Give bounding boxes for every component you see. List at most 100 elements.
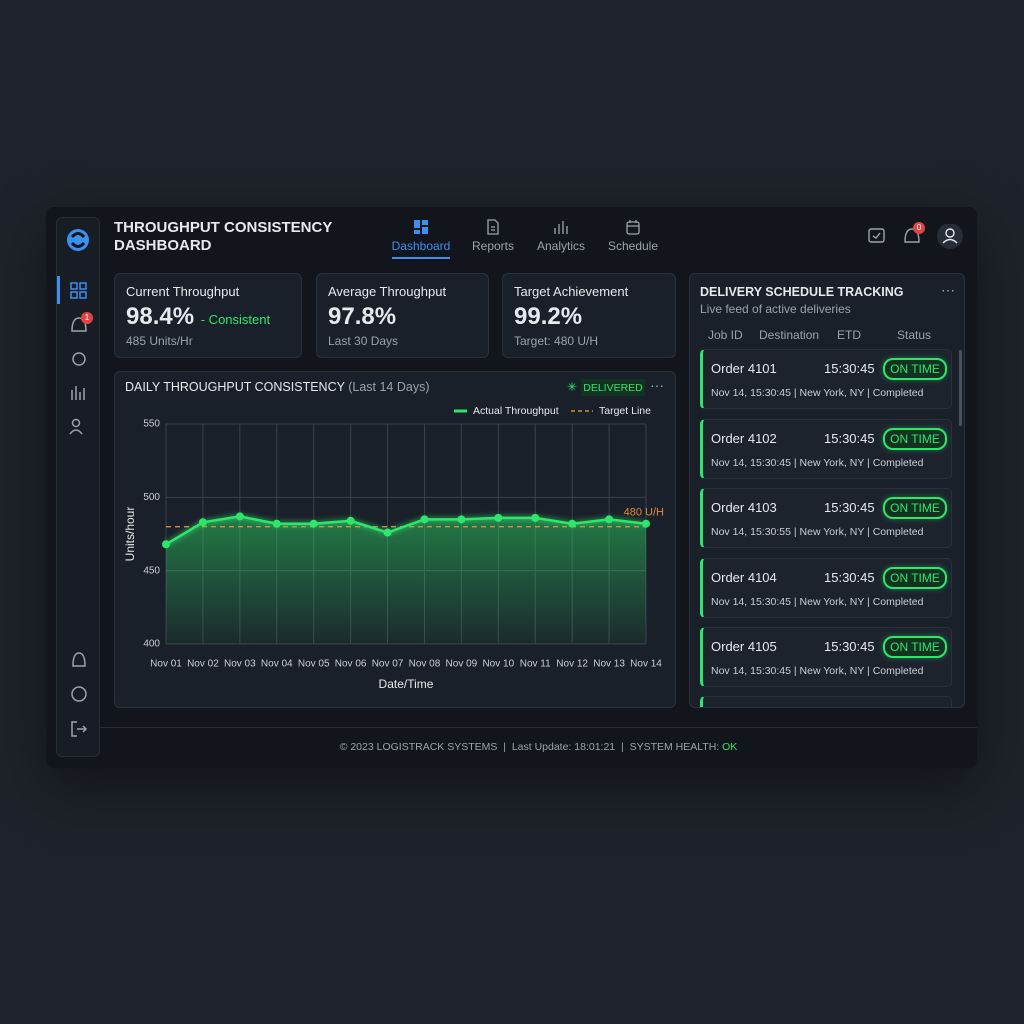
footer-health-label: SYSTEM HEALTH: <box>629 741 720 753</box>
x-tick-label: Nov 08 <box>409 659 441 670</box>
footer-health-value: OK <box>722 741 738 753</box>
y-tick-label: 450 <box>143 565 160 576</box>
notifications-icon[interactable] <box>72 652 86 667</box>
more-menu[interactable]: ⋯ <box>941 282 955 298</box>
nav-label: Schedule <box>607 239 659 253</box>
settings-icon[interactable] <box>72 352 86 366</box>
point <box>531 513 540 522</box>
users-icon[interactable] <box>71 418 81 428</box>
kpi-note: - Consistent <box>200 312 271 327</box>
x-tick-label: Nov 06 <box>335 659 367 670</box>
header-icons <box>868 224 963 249</box>
delivery-title: DELIVERY SCHEDULE TRACKING <box>700 285 904 299</box>
point <box>162 540 170 549</box>
sidebar-icons <box>57 229 89 737</box>
footer-copyright: © 2023 LOGISTRACK SYSTEMS <box>339 741 498 753</box>
line <box>165 515 647 546</box>
messages-icon[interactable] <box>868 228 885 243</box>
kpi-label: Target Achievement <box>514 284 629 299</box>
chart: DAILY THROUGHPUT CONSISTENCY (Last 14 Da… <box>123 378 664 691</box>
x-tick-label: Nov 10 <box>482 659 514 670</box>
x-tick-label: Nov 11 <box>520 659 551 670</box>
nav-underline <box>392 257 450 259</box>
y-tick-label: 550 <box>143 419 160 430</box>
x-tick-label: Nov 12 <box>556 659 588 670</box>
sidebar: 1 <box>56 217 100 757</box>
kpi-sub: 485 Units/Hr <box>126 334 193 348</box>
point <box>235 512 244 521</box>
kpi-sub: Last 30 Days <box>328 334 399 348</box>
nav-label: Dashboard <box>391 239 451 253</box>
y-tick-label: 400 <box>143 639 160 650</box>
nav-tab[interactable]: Schedule <box>598 219 668 253</box>
kpi-card: Current Throughput 98.4% - Consistent 48… <box>114 273 302 358</box>
nav-tab[interactable]: Reports <box>458 219 528 253</box>
nav-label: Reports <box>471 239 515 253</box>
dashboard-title: THROUGHPUT CONSISTENCY DASHBOARD <box>114 219 333 254</box>
kpi-sub: Target: 480 U/H <box>514 334 599 348</box>
kpi-label: Current Throughput <box>126 284 240 299</box>
notification-badge: 0 <box>913 222 925 234</box>
help-icon[interactable] <box>71 686 87 702</box>
bell-icon[interactable] <box>904 228 920 243</box>
column-header: ETD <box>837 328 861 342</box>
point <box>272 519 281 528</box>
x-tick-label: Nov 02 <box>187 659 219 670</box>
scrollbar[interactable] <box>959 350 962 426</box>
kpi-card: Target Achievement 99.2% Target: 480 U/H <box>502 273 676 358</box>
stats-icon[interactable] <box>71 386 85 400</box>
more-menu[interactable]: ⋯ <box>650 378 664 394</box>
chart-subtitle: (Last 14 Days) <box>348 380 429 394</box>
kpi-card: Average Throughput 97.8% Last 30 Days <box>316 273 489 358</box>
legend-label: Target Line <box>599 405 651 417</box>
footer-update: Last Update: 18:01:21 <box>511 741 616 753</box>
x-tick-label: Nov 14 <box>630 659 662 670</box>
delivery-panel: DELIVERY SCHEDULE TRACKING Live feed of … <box>689 273 965 708</box>
delivery-subtitle: Live feed of active deliveries <box>700 302 851 316</box>
delivered-icon: ✳ <box>567 380 577 394</box>
delivered-badge: DELIVERED <box>583 382 643 394</box>
point <box>605 515 614 524</box>
y-tick-label: 500 <box>143 492 160 503</box>
y-axis-label: Units/hour <box>123 507 137 562</box>
x-tick-label: Nov 09 <box>446 659 478 670</box>
point <box>494 513 503 522</box>
x-tick-label: Nov 04 <box>261 659 293 670</box>
legend-label: Actual Throughput <box>473 405 559 417</box>
point <box>383 528 392 537</box>
kpi-value-text: 98.4% <box>126 303 195 330</box>
dashboard-icon[interactable] <box>70 282 78 290</box>
column-header: Destination <box>759 328 820 342</box>
delivered-badge-bg <box>581 379 645 396</box>
nav-tab[interactable]: Analytics <box>526 219 596 253</box>
kpi-value: 99.2% <box>514 303 583 330</box>
footer: © 2023 LOGISTRACK SYSTEMS | Last Update:… <box>339 741 738 753</box>
column-header: Status <box>897 328 932 342</box>
point <box>420 515 429 524</box>
point <box>457 515 466 524</box>
x-axis-label: Date/Time <box>379 677 434 691</box>
alert-badge: 1 <box>81 312 93 324</box>
x-tick-label: Nov 07 <box>372 659 404 670</box>
point <box>568 519 577 528</box>
point <box>346 516 355 525</box>
chart-title: DAILY THROUGHPUT CONSISTENCY <box>125 380 346 394</box>
kpi-value: 97.8% <box>328 303 397 330</box>
point <box>309 519 318 528</box>
nav-tab[interactable]: Dashboard <box>386 219 456 253</box>
nav-label: Analytics <box>536 239 586 253</box>
kpi-label: Average Throughput <box>328 284 447 299</box>
logout-icon[interactable] <box>71 721 88 737</box>
target-label: 480 U/H <box>624 507 664 519</box>
x-tick-label: Nov 13 <box>593 659 625 670</box>
point <box>642 519 650 528</box>
point <box>198 518 207 527</box>
column-header: Job ID <box>708 328 743 342</box>
area <box>166 516 646 644</box>
alerts-icon[interactable] <box>71 317 87 332</box>
kpi-value: 98.4% - Consistent <box>126 303 270 331</box>
x-tick-label: Nov 01 <box>150 659 182 670</box>
footer-divider <box>100 727 977 728</box>
x-tick-label: Nov 03 <box>224 659 256 670</box>
